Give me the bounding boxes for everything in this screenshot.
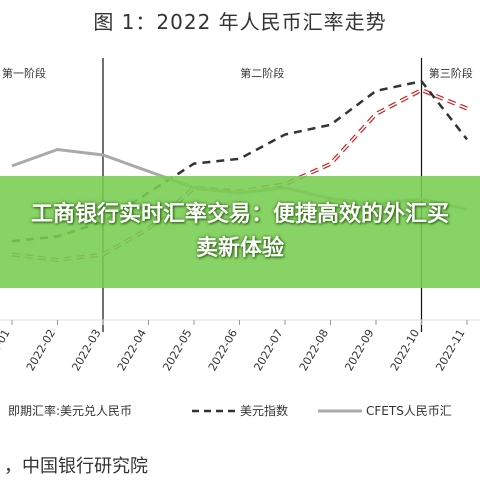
x-tick-label: 2022-09 (342, 327, 376, 373)
legend-item-spot-rate: 即期汇率:美元兑人民币 (4, 402, 132, 419)
x-tick-label: 2022-06 (206, 327, 240, 373)
x-tick-label: 2022-02 (24, 327, 58, 373)
phase-label-3: 第三阶段 (429, 66, 473, 80)
chart-legend: 即期汇率:美元兑人民币 美元指数 CFETS人民币汇 (0, 398, 480, 424)
chart-title: 图 1：2022 年人民币汇率走势 (93, 10, 387, 34)
source-note: ，中国银行研究院 (4, 456, 148, 477)
x-axis-ticks: 2022-01 2022-02 2022-03 2022-04 2022-05 2022-… (0, 320, 468, 373)
phase-label-2: 第二阶段 (240, 66, 284, 80)
legend-label-usd-index: 美元指数 (240, 404, 289, 418)
x-tick-label: 2022-10 (388, 327, 422, 373)
phase-labels: 第一阶段 第二阶段 第三阶段 (2, 66, 473, 80)
x-tick-label: 2022-01 (0, 327, 13, 373)
banner-text: 工商银行实时汇率交易：便捷高效的外汇买卖新体验 (30, 202, 449, 261)
legend-item-usd-index: 美元指数 (192, 402, 288, 419)
x-tick-label: 2022-08 (297, 327, 331, 373)
promo-banner[interactable]: 工商银行实时汇率交易：便捷高效的外汇买卖新体验 (0, 176, 480, 288)
legend-label-cfets: CFETS人民币汇 (366, 404, 452, 418)
x-tick-label: 2022-05 (160, 327, 194, 373)
x-tick-label: 2022-07 (251, 327, 285, 373)
legend-item-cfets: CFETS人民币汇 (318, 402, 452, 419)
phase-label-1: 第一阶段 (2, 66, 46, 80)
x-tick-label: 2022-11 (433, 327, 467, 373)
legend-swatch-cfets (318, 409, 362, 412)
legend-swatch-usd-index (192, 409, 236, 412)
legend-label-spot-rate: 即期汇率:美元兑人民币 (8, 404, 133, 418)
x-tick-label: 2022-03 (69, 327, 103, 373)
x-tick-label: 2022-04 (115, 327, 149, 373)
